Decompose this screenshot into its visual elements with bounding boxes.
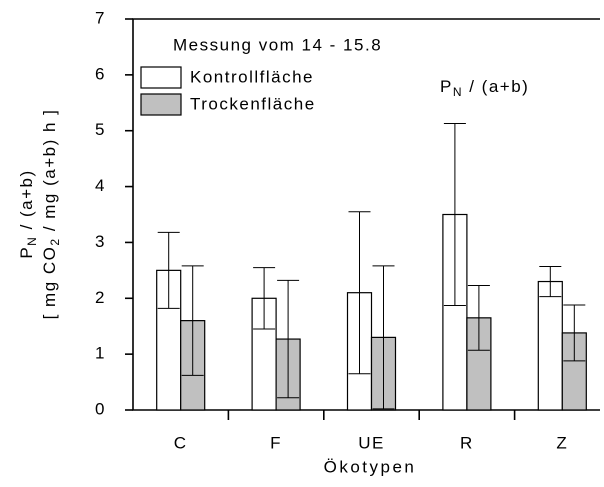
error-bar [467,284,490,351]
bar [537,280,563,411]
x-tick-label: R [460,433,474,452]
y-label-part: P [17,246,36,259]
error-bar [277,279,300,399]
y-label-part: / mg (a+b) h ] [40,109,59,238]
bar [561,332,587,411]
error-bar [563,304,586,362]
y-tick-label: 4 [95,176,106,195]
error-bar [539,265,562,298]
legend-label: Kontrollfläche [190,67,314,86]
error-bar [443,122,466,307]
y-tick-label: 2 [95,288,106,307]
y-axis-label: PN / (a+b) [ mg CO2 / mg (a+b) h ] [17,109,62,320]
y-label-part: N [25,236,39,246]
error-bar [157,231,180,309]
annotation-part: P [440,77,453,96]
y-tick-label: 6 [95,64,106,83]
y-label-part: 2 [48,237,62,245]
y-label-part: / (a+b) [17,169,36,235]
y-tick-label: 1 [95,344,106,363]
y-tick-label: 0 [95,399,106,418]
y-axis-label-line: [ mg CO2 / mg (a+b) h ] [40,109,62,320]
annotation: PN / (a+b) [440,77,529,99]
y-axis-label-line: PN / (a+b) [17,169,39,258]
error-bar [181,265,204,376]
legend-swatch [140,66,182,89]
x-tick-label: C [174,433,188,452]
legend-label: Trockenfläche [190,94,316,113]
error-bar [253,267,276,330]
chart-title: Messung vom 14 - 15.8 [173,35,382,54]
y-tick-label: 3 [95,232,106,251]
y-tick-label: 7 [95,8,106,27]
legend-swatch [140,93,182,116]
y-label-part: [ mg CO [40,246,59,320]
x-tick-label: UE [358,433,385,452]
annotation-part: N [453,85,463,99]
error-bar [348,211,371,375]
x-axis-label: Ökotypen [324,457,417,476]
y-tick-label: 5 [95,120,106,139]
annotation-part: / (a+b) [463,77,529,96]
x-tick-label: Z [556,433,568,452]
x-tick-label: F [270,433,282,452]
error-bar [372,265,395,410]
